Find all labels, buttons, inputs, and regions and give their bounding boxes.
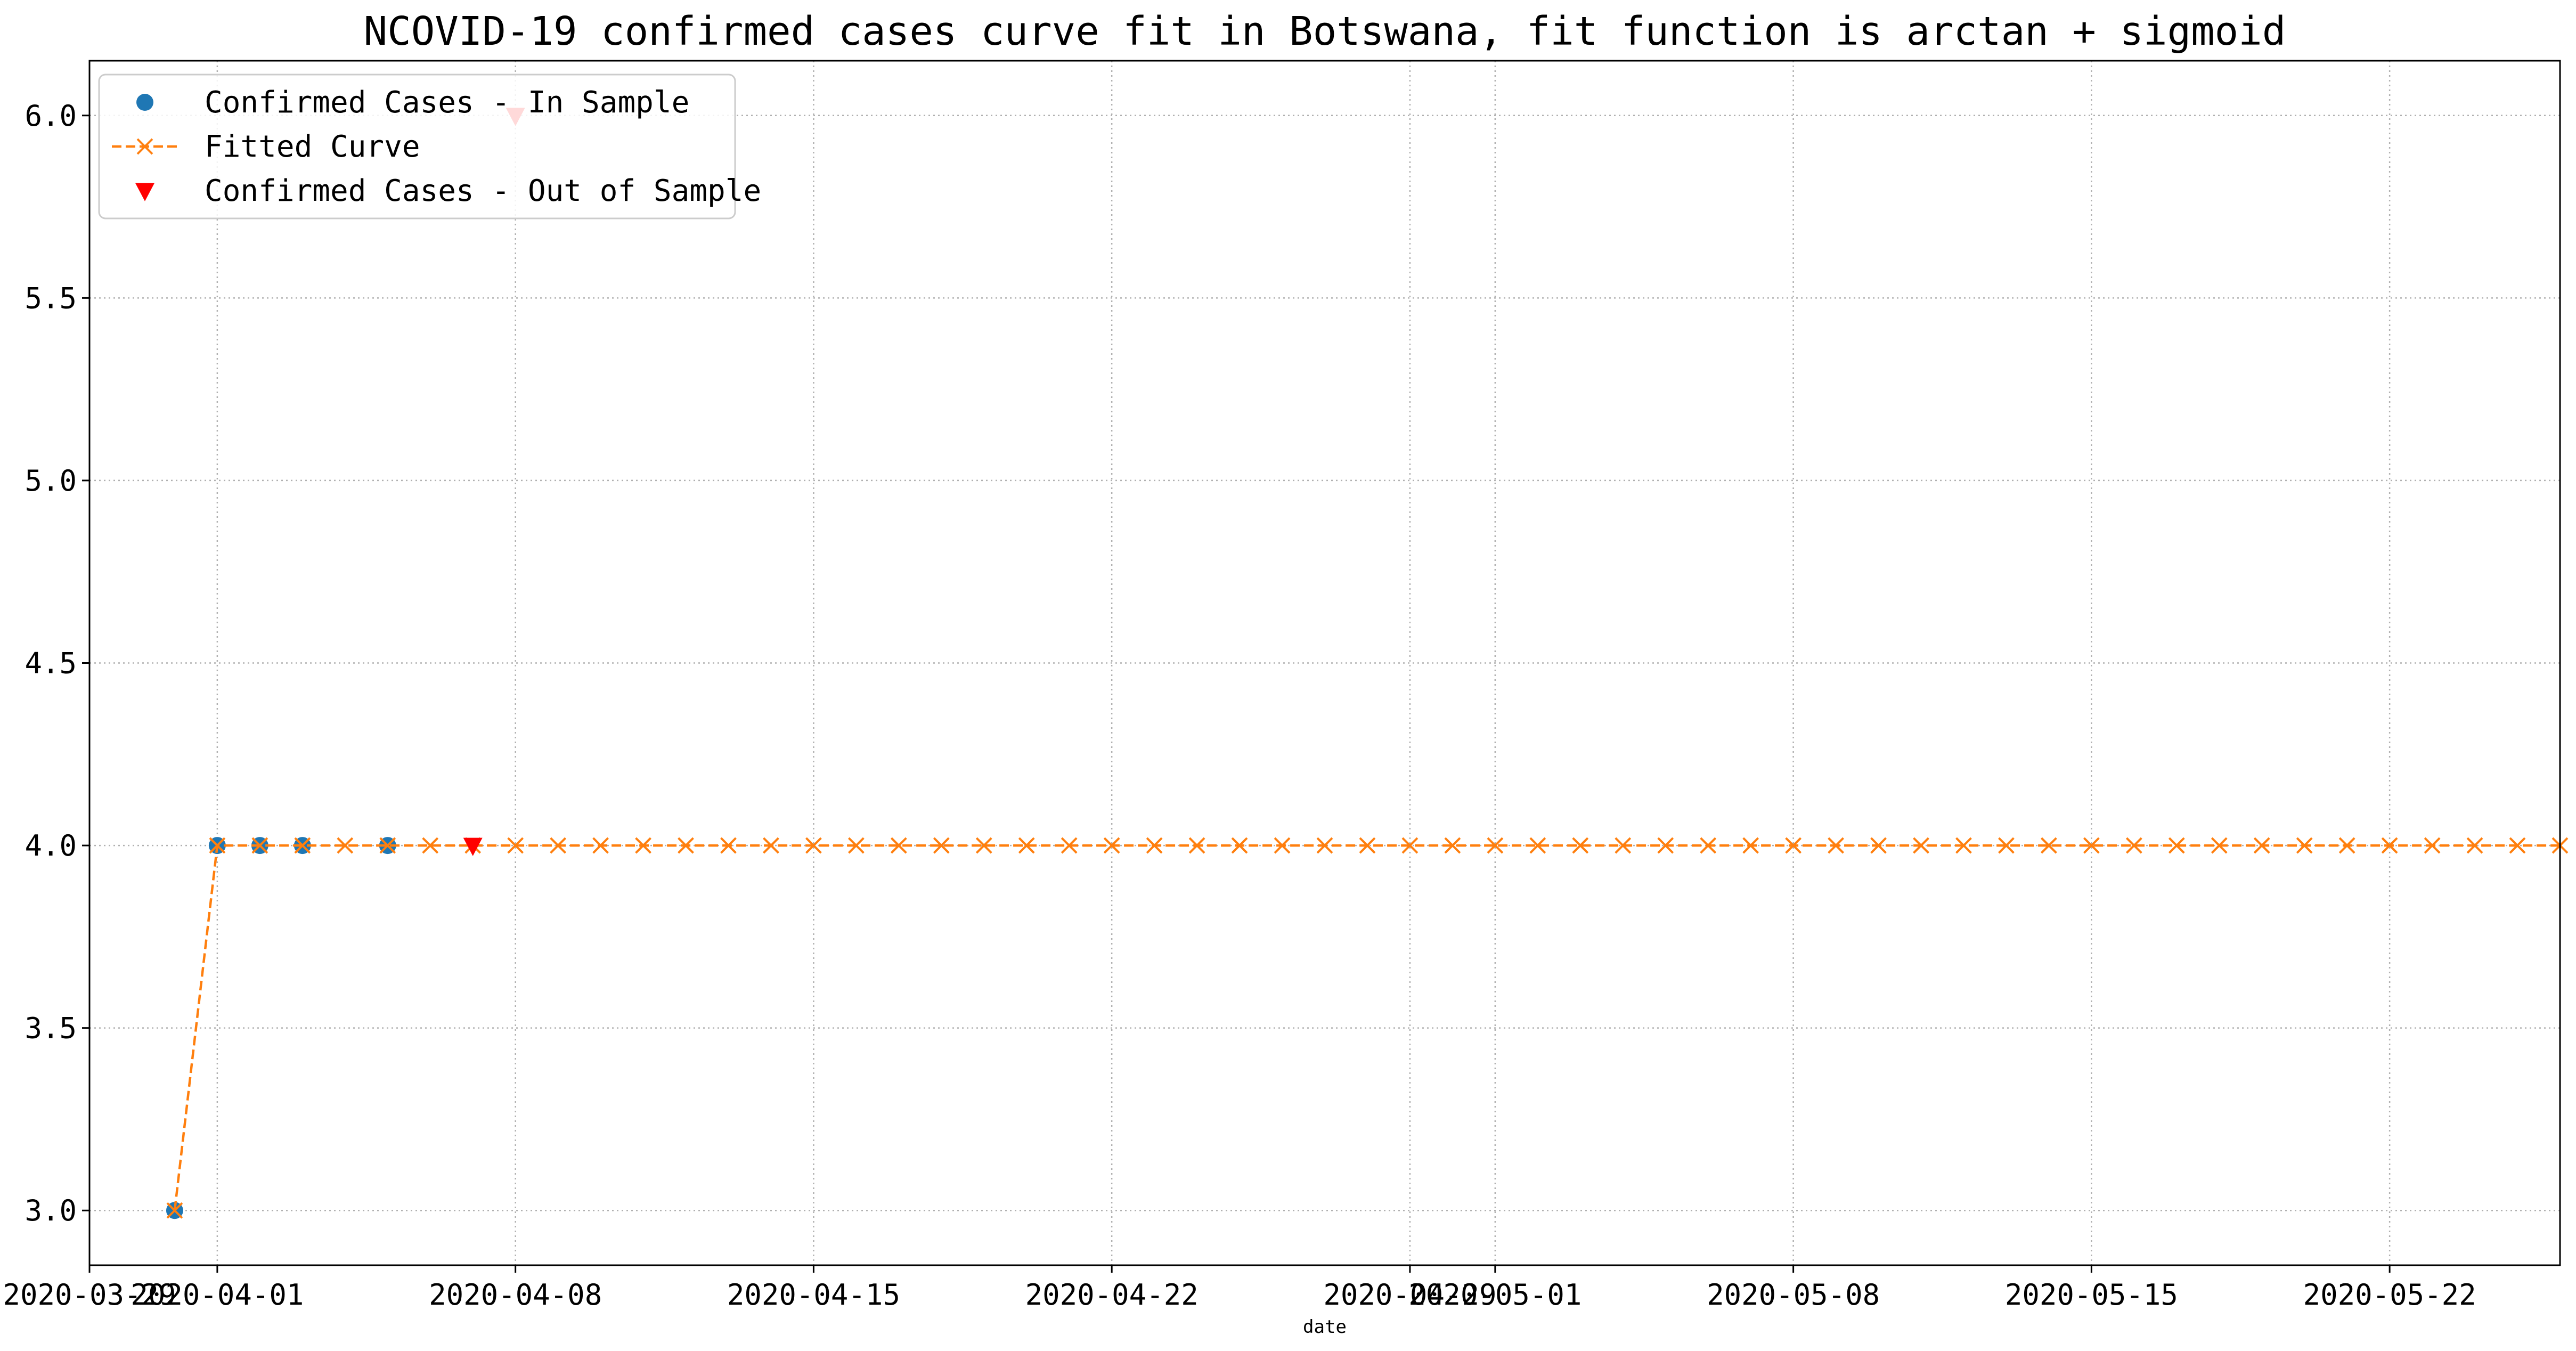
legend-item: Confirmed Cases - Out of Sample (135, 174, 761, 208)
x-tick-label: 2020-04-22 (1025, 1278, 1199, 1312)
legend-marker (136, 138, 153, 155)
fitted-point (2125, 837, 2142, 854)
fitted-point (1615, 837, 1632, 854)
fitted-point (933, 837, 950, 854)
fitted-point (847, 837, 865, 854)
fitted-point (2083, 837, 2100, 854)
plot-series (166, 108, 2569, 1219)
fitted-point (1828, 837, 1845, 854)
x-tick-label: 2020-05-08 (1707, 1278, 1880, 1312)
y-tick-label: 4.0 (25, 829, 77, 862)
y-tick-label: 5.5 (25, 281, 77, 315)
y-axis-ticks: 3.0 3.5 4.0 4.5 5.0 5.5 6.0 (25, 99, 89, 1227)
y-tick-label: 4.5 (25, 647, 77, 680)
chart-title: NCOVID-19 confirmed cases curve fit in B… (364, 9, 2286, 54)
fitted-point (1913, 837, 1929, 854)
fitted-point (975, 837, 992, 854)
fitted-point (1487, 837, 1504, 854)
fitted-point (2338, 837, 2355, 854)
y-tick-label: 3.0 (25, 1194, 77, 1227)
legend-label: Confirmed Cases - Out of Sample (205, 174, 761, 208)
fitted-point (1061, 837, 1078, 854)
fitted-point (507, 837, 524, 854)
fitted-point (1316, 837, 1333, 854)
fitted-point (1785, 837, 1802, 854)
y-tick-label: 3.5 (25, 1012, 77, 1045)
x-tick-label: 2020-04-29 (1323, 1278, 1496, 1312)
x-tick-label: 2020-04-01 (131, 1278, 304, 1312)
fitted-point (1188, 837, 1205, 854)
fitted-point (1103, 837, 1120, 854)
x-tick-label: 2020-04-15 (727, 1278, 900, 1312)
legend: Confirmed Cases - In Sample Fitted Curve C… (98, 74, 761, 219)
fitted-point (1657, 837, 1674, 854)
x-tick-label: 2020-05-15 (2005, 1278, 2178, 1312)
fitted-point (2509, 837, 2526, 854)
fitted-point (1955, 837, 1972, 854)
legend-item: Fitted Curve (112, 129, 420, 164)
fitted-point (720, 837, 737, 854)
x-tick-label: 2020-05-22 (2303, 1278, 2476, 1312)
fitted-point (1444, 837, 1461, 854)
fitted-point (592, 837, 609, 854)
x-tick-label: 2020-04-08 (429, 1278, 602, 1312)
x-tick-label: 2020-03-29 (3, 1278, 176, 1312)
fitted-point (166, 1202, 183, 1219)
legend-label: Confirmed Cases - In Sample (205, 85, 689, 120)
fitted-point (805, 837, 822, 854)
fitted-point (2381, 837, 2398, 854)
fitted-point (379, 837, 396, 854)
fitted-point (550, 837, 567, 854)
fitted-point (763, 837, 779, 854)
fitted-point (678, 837, 694, 854)
fitted-point (1742, 837, 1759, 854)
legend-box (98, 74, 736, 219)
y-tick-label: 6.0 (25, 99, 77, 133)
fitted-point (1572, 837, 1589, 854)
fitted-point (1529, 837, 1546, 854)
fitted-point (2211, 837, 2228, 854)
series-fitted-curve (166, 837, 2569, 1219)
fitted-point (1359, 837, 1376, 854)
fitted-point (1870, 837, 1887, 854)
fitted-point (1700, 837, 1717, 854)
fitted-point (337, 837, 354, 854)
legend-label: Fitted Curve (205, 129, 420, 164)
data-point (136, 94, 153, 111)
fitted-point (2424, 837, 2441, 854)
legend-item: Confirmed Cases - In Sample (136, 85, 689, 120)
fitted-point (294, 837, 311, 854)
fitted-point (1401, 837, 1419, 854)
out-of-sample-point (463, 837, 483, 856)
fitted-point (209, 837, 226, 854)
fitted-point (635, 837, 651, 854)
legend-marker (135, 183, 154, 201)
fitted-point (422, 837, 439, 854)
fitted-point (251, 837, 268, 854)
fitted-point (1231, 837, 1248, 854)
fitted-point (2296, 837, 2313, 854)
fitted-point (2040, 837, 2057, 854)
x-axis-label: date (1303, 1316, 1347, 1338)
fitted-point (2466, 837, 2483, 854)
fitted-point (1146, 837, 1163, 854)
fitted-point (1998, 837, 2015, 854)
y-tick-label: 5.0 (25, 464, 77, 498)
fitted-point (2168, 837, 2185, 854)
fitted-point (2253, 837, 2270, 854)
fitted-point (890, 837, 907, 854)
fitted-point (1018, 837, 1035, 854)
x-tick-label: 2020-05-01 (1408, 1278, 1582, 1312)
fitted-point (1274, 837, 1291, 854)
